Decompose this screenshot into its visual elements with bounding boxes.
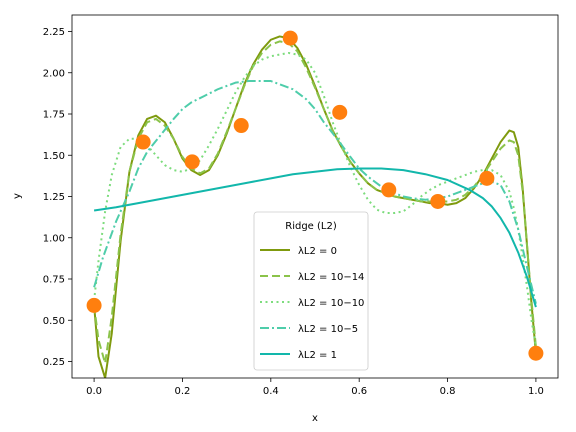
- data-point: [282, 30, 298, 46]
- y-tick-label: 1.75: [43, 110, 65, 121]
- legend: Ridge (L2) λL2 = 0 λL2 = 10−14 λL2 = 10−10…: [253, 211, 369, 371]
- data-point: [135, 134, 151, 150]
- legend-label-2: λL2 = 10−14: [298, 272, 364, 283]
- y-tick-label: 2.00: [43, 68, 65, 79]
- y-tick-label: 1.50: [43, 151, 65, 162]
- legend-label-3: λL2 = 10−10: [298, 298, 364, 309]
- legend-label-5: λL2 = 1: [298, 350, 337, 361]
- x-axis-label: x: [312, 413, 318, 424]
- legend-box: [253, 211, 369, 371]
- x-tick-label: 0.4: [263, 386, 279, 397]
- y-axis-label: y: [12, 193, 23, 199]
- x-tick-label: 1.0: [528, 386, 544, 397]
- legend-title: Ridge (L2): [285, 221, 337, 232]
- series-line-5: [93, 167, 537, 308]
- data-point: [184, 154, 200, 170]
- x-tick-label: 0.6: [351, 386, 367, 397]
- data-point: [381, 182, 397, 198]
- series-line-3: [93, 51, 537, 347]
- y-tick-label: 0.50: [43, 316, 65, 327]
- y-tick-label: 1.25: [43, 192, 65, 203]
- y-tick-label: 0.75: [43, 275, 65, 286]
- data-point: [233, 118, 249, 134]
- legend-label-1: λL2 = 0: [298, 246, 337, 257]
- data-point: [332, 104, 348, 120]
- data-point: [86, 297, 102, 313]
- data-point: [528, 345, 544, 361]
- x-tick-label: 0.2: [175, 386, 191, 397]
- axes-layer: 0.0 0.2 0.4 0.6 0.8 1.0 0.25 0.50 0.75 1.00 1.25 1.…: [43, 27, 544, 397]
- legend-label-4: λL2 = 10−5: [298, 324, 358, 335]
- y-tick-label: 2.25: [43, 27, 65, 38]
- series-line-4: [93, 80, 537, 304]
- data-point: [430, 193, 446, 209]
- x-tick-label: 0.8: [440, 386, 456, 397]
- data-point: [479, 170, 495, 186]
- points-layer: [86, 30, 544, 361]
- y-tick-label: 1.00: [43, 233, 65, 244]
- y-tick-label: 0.25: [43, 357, 65, 368]
- legend-entries: λL2 = 0 λL2 = 10−14 λL2 = 10−10 λL2 = 10−5 λ…: [260, 246, 364, 361]
- x-tick-label: 0.0: [86, 386, 102, 397]
